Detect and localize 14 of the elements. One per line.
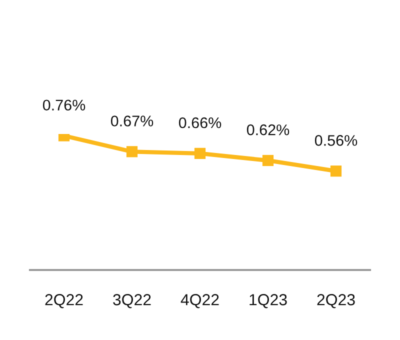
x-tick-label: 4Q22 [180,294,219,308]
data-label: 0.66% [178,117,222,128]
data-label: 0.76% [42,100,86,111]
data-label: 0.67% [110,116,154,126]
point [194,148,206,159]
data-label: 0.56% [314,135,358,146]
x-tick-label: 2Q22 [45,294,83,308]
data-label: 0.62% [246,124,290,136]
x-tick-label: 3Q22 [113,294,151,308]
point [262,154,274,166]
point [126,146,138,158]
x-tick-label: 1Q23 [250,294,287,308]
x-tick-label: 2Q23 [317,294,355,308]
point [330,166,342,177]
